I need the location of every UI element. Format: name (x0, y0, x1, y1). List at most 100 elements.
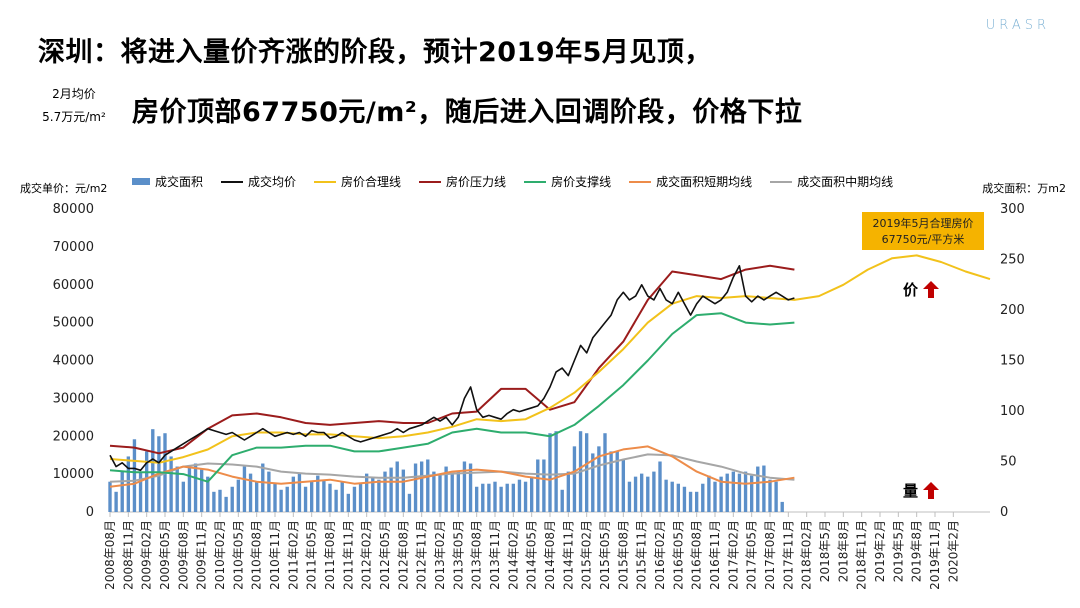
legend-label-short-ma: 成交面积短期均线 (656, 175, 753, 189)
left-tick-label: 0 (86, 505, 94, 520)
area-bar (371, 476, 375, 512)
chart-legend: 成交面积 成交均价 房价合理线 房价压力线 房价支撑线 成交面积短期均线 成交面… (132, 173, 893, 190)
left-axis-unit: 成交单价：元/m2 (20, 182, 108, 195)
legend-label-fair: 房价合理线 (341, 175, 402, 189)
area-bar (597, 446, 601, 512)
x-tick-label: 2019年5月 (891, 520, 905, 582)
area-bar (701, 483, 705, 512)
right-tick-label: 250 (1000, 253, 1025, 268)
area-bar (536, 459, 540, 512)
brand-logo: URASR (985, 18, 1050, 33)
area-bar (120, 471, 124, 512)
area-bar (132, 439, 137, 512)
x-tick-label: 2018年8月 (836, 520, 850, 582)
x-tick-label: 2013年11月 (488, 520, 502, 590)
area-bar (175, 466, 179, 512)
area-bar (407, 493, 412, 512)
area-bar (603, 433, 607, 512)
legend-label-pressure: 房价压力线 (446, 175, 507, 189)
right-tick-label: 150 (1000, 354, 1025, 369)
area-bar (572, 446, 577, 512)
area-bar (358, 483, 363, 512)
legend-item-short-ma: 成交面积短期均线 (629, 173, 752, 190)
area-bar (566, 471, 571, 512)
area-bar (664, 479, 668, 512)
area-bar (303, 486, 308, 512)
area-bar (529, 476, 534, 512)
legend-item-mid-ma: 成交面积中期均线 (770, 173, 893, 190)
x-tick-label: 2014年05月 (525, 520, 539, 590)
area-bar (499, 486, 503, 512)
legend-label-avg-price: 成交均价 (248, 175, 297, 189)
area-bar (627, 481, 632, 512)
pressure-line (109, 264, 795, 455)
area-bar (621, 459, 626, 512)
area-bar (346, 493, 351, 512)
area-bar (658, 461, 662, 512)
area-bar (548, 433, 552, 512)
callout-text-2: 67750元/平方米 (882, 232, 965, 246)
left-tick-label: 20000 (53, 429, 94, 444)
area-bar (199, 469, 204, 512)
area-bar (144, 451, 149, 512)
area-bar (108, 481, 112, 512)
area-bar (236, 479, 241, 512)
x-tick-label: 2019年8月 (910, 520, 924, 582)
x-tick-label: 2014年02月 (506, 520, 520, 590)
area-bar (633, 476, 638, 512)
x-tick-label: 2010年05月 (231, 520, 245, 590)
x-tick-label: 2013年08月 (470, 520, 484, 590)
note-line-2: 5.7万元/m² (42, 110, 106, 124)
area-bar (762, 465, 766, 512)
area-bar (554, 431, 558, 512)
x-tick-label: 2017年08月 (763, 520, 777, 590)
left-tick-label: 70000 (53, 240, 94, 255)
legend-swatch-support (524, 180, 547, 183)
area-bar (377, 479, 381, 512)
area-bar (395, 461, 399, 512)
area-bar (401, 469, 406, 512)
area-bar (584, 433, 589, 512)
x-tick-label: 2009年05月 (158, 520, 172, 590)
area-bar (462, 461, 467, 512)
area-bar (725, 473, 729, 512)
area-bar (780, 501, 784, 512)
area-bar (670, 481, 674, 512)
area-bar (291, 476, 296, 512)
area-bar (450, 473, 454, 512)
area-bar (468, 463, 473, 512)
x-tick-label: 2015年08月 (616, 520, 630, 590)
area-bar (316, 475, 320, 512)
right-tick-label: 200 (1000, 303, 1025, 318)
x-tick-label: 2010年02月 (213, 520, 227, 590)
area-bar (474, 486, 479, 512)
x-tick-label: 2019年2月 (873, 520, 887, 582)
area-bar (438, 473, 442, 512)
area-bar (444, 466, 448, 512)
note-line-1: 2月均价 (52, 87, 96, 101)
area-bar (193, 463, 198, 512)
right-axis-unit: 成交面积：万m2 (982, 182, 1066, 195)
right-tick-label: 100 (1000, 404, 1025, 419)
x-tick-label: 2014年11月 (561, 520, 575, 590)
x-tick-label: 2012年11月 (415, 520, 429, 590)
callout-box (862, 212, 984, 250)
area-bar (731, 471, 736, 512)
legend-swatch-fair (314, 180, 337, 183)
area-bar (523, 481, 528, 512)
area-bar (719, 476, 723, 512)
area-bar (254, 481, 259, 512)
x-tick-label: 2011年05月 (305, 520, 319, 590)
area-bar (768, 479, 772, 512)
left-tick-label: 30000 (53, 391, 94, 406)
area-bar (774, 481, 778, 512)
area-bar (334, 489, 338, 512)
x-tick-label: 2019年11月 (928, 520, 942, 590)
area-bar (707, 475, 711, 512)
legend-item-pressure: 房价压力线 (419, 173, 506, 190)
area-bar (248, 473, 253, 512)
area-bar (609, 451, 613, 512)
x-tick-label: 2014年08月 (543, 520, 557, 590)
area-bar (261, 463, 265, 512)
x-tick-label: 2008年08月 (103, 520, 117, 590)
